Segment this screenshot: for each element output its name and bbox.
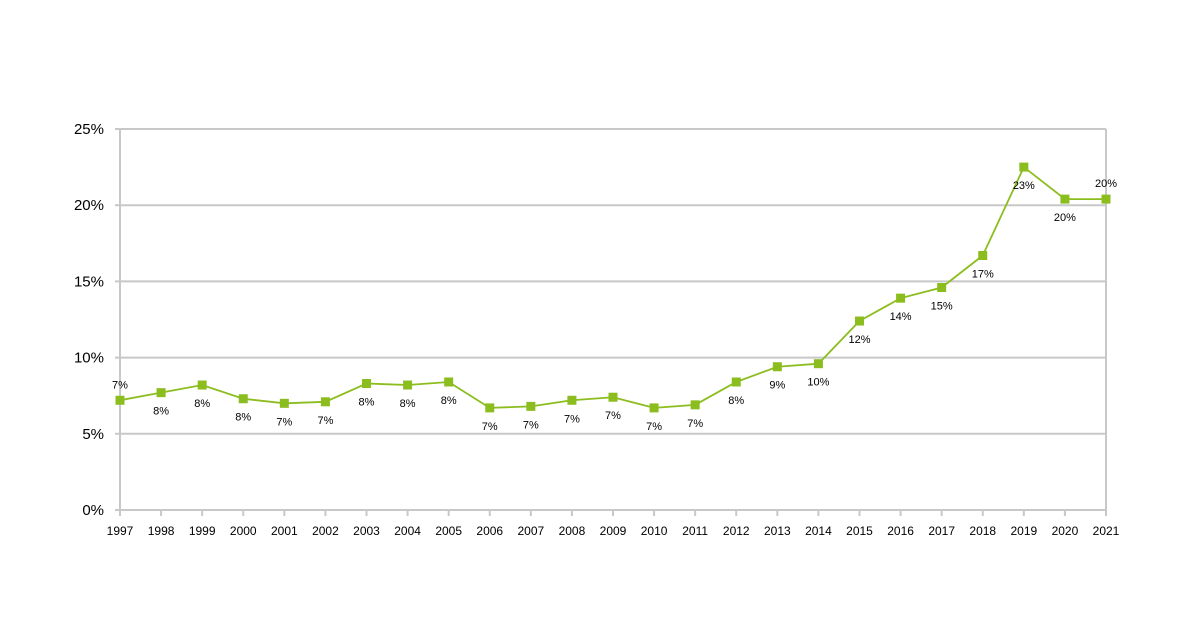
data-point-marker — [731, 377, 741, 387]
data-labels: 7% 8% 8% 8% 7% 7% 8% 8% 8% 7% 7% 7% 7% 7% 7% 8% 9% 10% 12%… — [112, 178, 1117, 433]
x-tick-label: 2017 — [928, 524, 955, 538]
y-tick-label: 15% — [74, 273, 104, 290]
data-point-marker — [608, 392, 618, 402]
x-tick-label: 2005 — [435, 524, 462, 538]
y-tick-label: 5% — [82, 426, 104, 443]
y-tick-label: 25% — [74, 121, 104, 138]
data-label: 7% — [687, 418, 703, 430]
x-tick-label: 2003 — [353, 524, 380, 538]
data-point-marker — [813, 359, 823, 369]
data-label: 12% — [848, 334, 870, 346]
data-label: 20% — [1054, 212, 1076, 224]
data-point-marker — [485, 403, 495, 413]
axes — [115, 128, 1107, 516]
gridlines — [120, 128, 1106, 435]
x-tick-label: 2012 — [723, 524, 750, 538]
data-label: 17% — [972, 268, 994, 280]
data-point-marker — [156, 388, 166, 398]
x-tick-label: 1997 — [107, 524, 134, 538]
data-point-marker — [1101, 194, 1111, 204]
x-tick-label: 2006 — [476, 524, 503, 538]
x-axis-ticks: 1997 1998 1999 2000 2001 2002 2003 2004 2005 2006… — [107, 524, 1120, 538]
data-point-marker — [1060, 194, 1070, 204]
data-point-marker — [403, 380, 413, 390]
data-label: 8% — [235, 412, 251, 424]
data-label: 8% — [728, 395, 744, 407]
data-point-marker — [362, 379, 371, 389]
x-tick-label: 2014 — [805, 524, 832, 538]
x-tick-label: 2021 — [1093, 524, 1120, 538]
data-point-marker — [1019, 162, 1029, 172]
data-label: 8% — [400, 398, 416, 410]
x-tick-label: 2013 — [764, 524, 791, 538]
x-tick-label: 2018 — [969, 524, 996, 538]
data-label: 15% — [931, 300, 953, 312]
y-axis-ticks: 0% 5% 10% 15% 20% 25% — [74, 121, 104, 519]
x-tick-label: 2009 — [600, 524, 627, 538]
x-tick-label: 2004 — [394, 524, 421, 538]
x-tick-label: 2007 — [517, 524, 544, 538]
x-tick-label: 2015 — [846, 524, 873, 538]
data-label: 20% — [1095, 178, 1117, 190]
x-tick-label: 2002 — [312, 524, 339, 538]
data-point-marker — [526, 401, 536, 411]
y-tick-label: 20% — [74, 197, 104, 214]
data-label: 7% — [646, 421, 662, 433]
data-label: 8% — [153, 406, 169, 418]
data-label: 9% — [769, 380, 785, 392]
data-point-marker — [978, 250, 988, 260]
data-point-marker — [115, 395, 125, 405]
x-tick-label: 2020 — [1052, 524, 1079, 538]
x-tick-label: 1998 — [148, 524, 175, 538]
x-tick-label: 2008 — [559, 524, 586, 538]
x-tick-label: 2016 — [887, 524, 914, 538]
data-label: 7% — [523, 419, 539, 431]
data-point-marker — [896, 293, 906, 303]
data-label: 10% — [807, 377, 829, 389]
data-label: 7% — [112, 379, 128, 391]
data-point-marker — [567, 395, 577, 405]
x-tick-label: 2010 — [641, 524, 668, 538]
series-line — [119, 165, 1106, 409]
data-point-marker — [855, 316, 864, 326]
data-label: 7% — [564, 413, 580, 425]
x-tick-label: 1999 — [189, 524, 216, 538]
data-label: 8% — [441, 395, 457, 407]
series-data — [115, 162, 1111, 413]
data-point-marker — [649, 403, 659, 413]
data-point-marker — [197, 380, 207, 390]
x-tick-label: 2011 — [682, 524, 708, 538]
data-point-marker — [772, 362, 782, 372]
x-tick-label: 2001 — [271, 524, 298, 538]
data-point-marker — [279, 398, 289, 408]
x-tick-label: 2000 — [230, 524, 257, 538]
data-label: 7% — [317, 415, 333, 427]
data-label: 7% — [482, 421, 498, 433]
data-label: 8% — [194, 398, 210, 410]
data-label: 23% — [1013, 180, 1035, 192]
data-label: 8% — [359, 397, 375, 409]
y-tick-label: 10% — [74, 350, 104, 367]
data-point-marker — [690, 400, 700, 410]
x-tick-label: 2019 — [1010, 524, 1037, 538]
y-tick-label: 0% — [82, 502, 104, 519]
data-label: 7% — [276, 416, 292, 428]
data-point-marker — [238, 394, 248, 404]
data-label: 14% — [890, 311, 912, 323]
data-label: 7% — [605, 410, 621, 422]
data-point-marker — [937, 282, 947, 292]
data-point-marker — [320, 397, 330, 407]
data-point-marker — [444, 377, 454, 387]
